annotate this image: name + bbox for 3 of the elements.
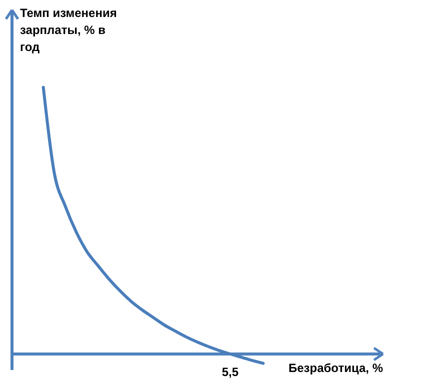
y-axis-title: Темп изменения зарплаты, % в год [20,5,118,56]
text: 5,5 [222,365,239,379]
x-axis-title: Безработица, % [288,361,384,375]
